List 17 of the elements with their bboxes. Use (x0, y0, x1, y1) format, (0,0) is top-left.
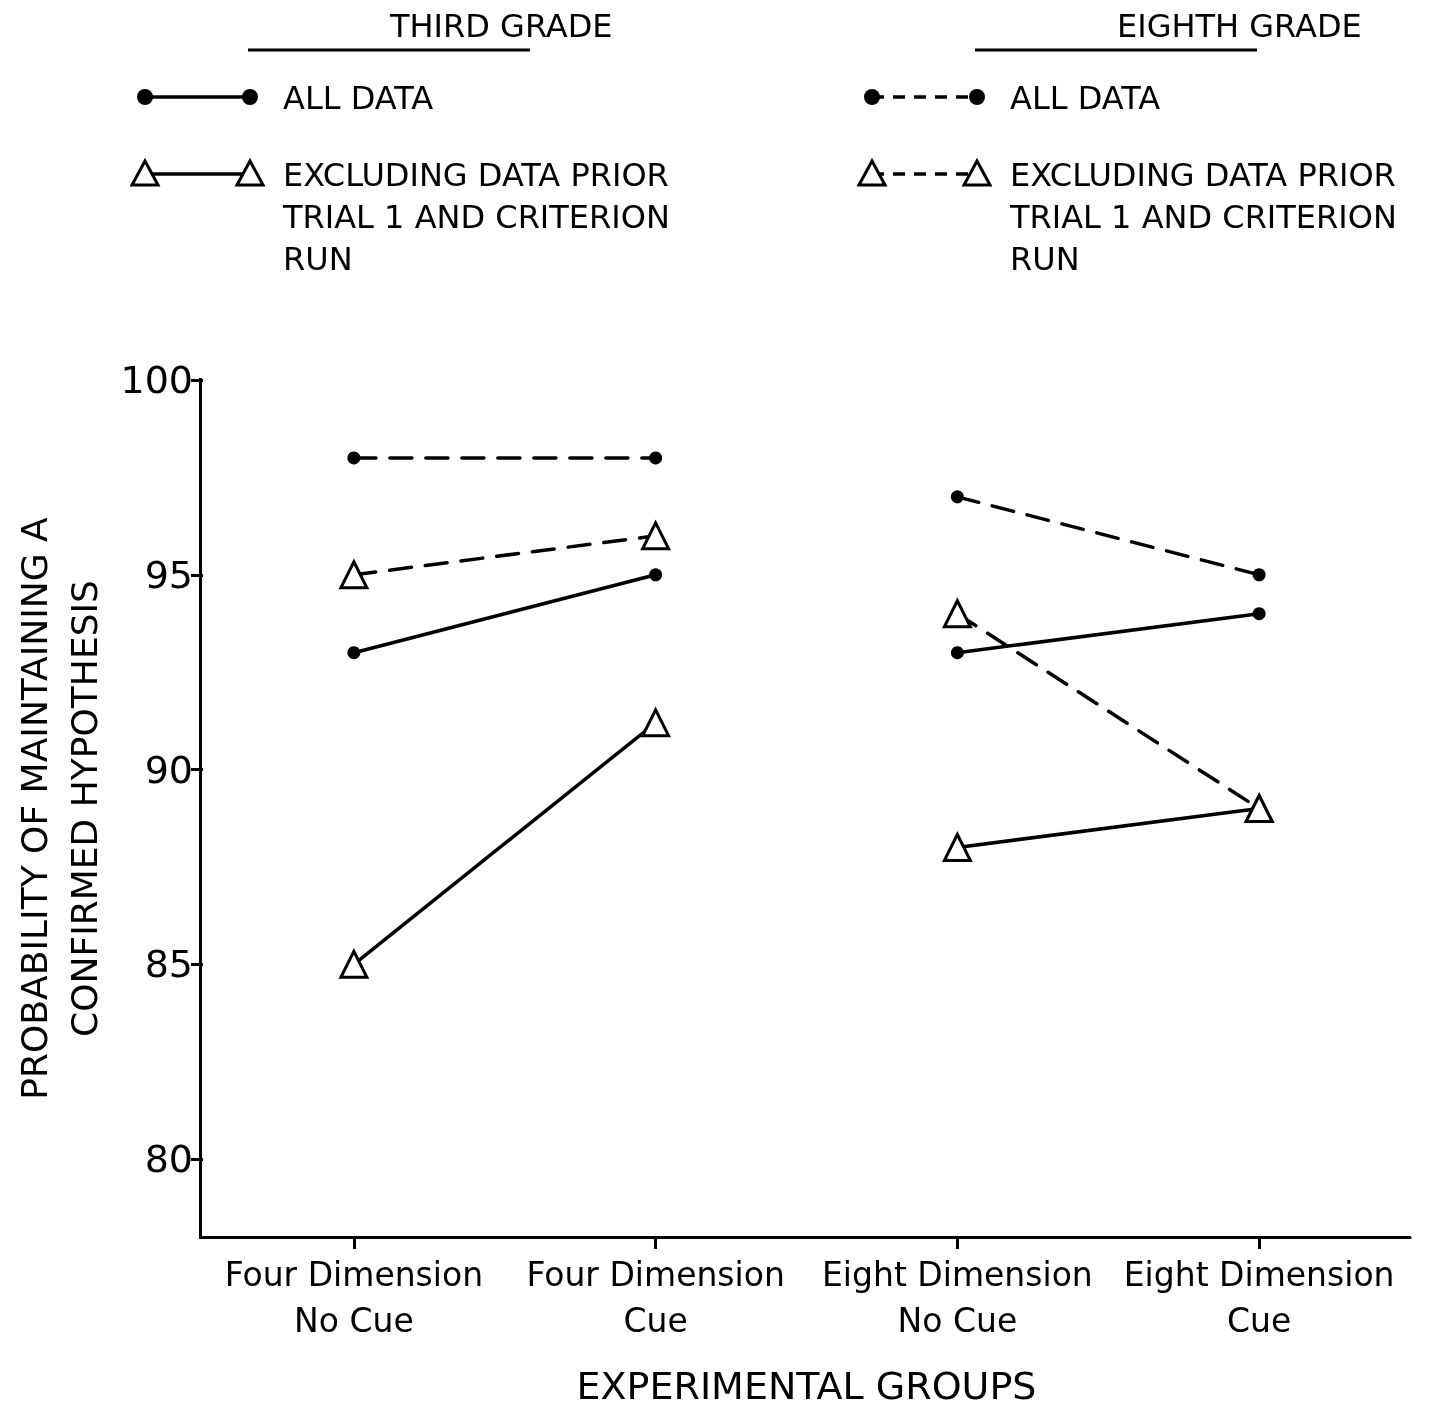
legend-label: EXCLUDING DATA PRIOR TRIAL 1 AND CRITERION RUN (282, 156, 681, 278)
x-tick-label: Eight Dimension No Cue (822, 1254, 1093, 1340)
text: EIGHTH GRADE (1117, 7, 1362, 45)
y-tick-label: 95 (144, 552, 193, 597)
y-tick-label: 100 (120, 358, 193, 402)
legend-label: ALL DATA (1010, 79, 1161, 117)
y-tick-label: 85 (144, 942, 193, 987)
x-tick-label: Four Dimension No Cue (224, 1254, 484, 1340)
x-axis-title: EXPERIMENTAL GROUPS (576, 1364, 1037, 1408)
y-axis-title: PROBABILITY OF MAINTAINING A CONFIRMED HYPOTHESIS (14, 516, 106, 1100)
text: THIRD GRADE (389, 7, 613, 45)
y-tick-label: 90 (144, 747, 193, 792)
y-tick-label: 80 (144, 1137, 193, 1182)
legend-label: EXCLUDING DATA PRIOR TRIAL 1 AND CRITERION RUN (1009, 156, 1408, 278)
x-tick-label: Eight Dimension Cue (1123, 1254, 1395, 1340)
x-tick-label: Four Dimension Cue (526, 1254, 785, 1340)
legend-label: ALL DATA (283, 79, 434, 117)
